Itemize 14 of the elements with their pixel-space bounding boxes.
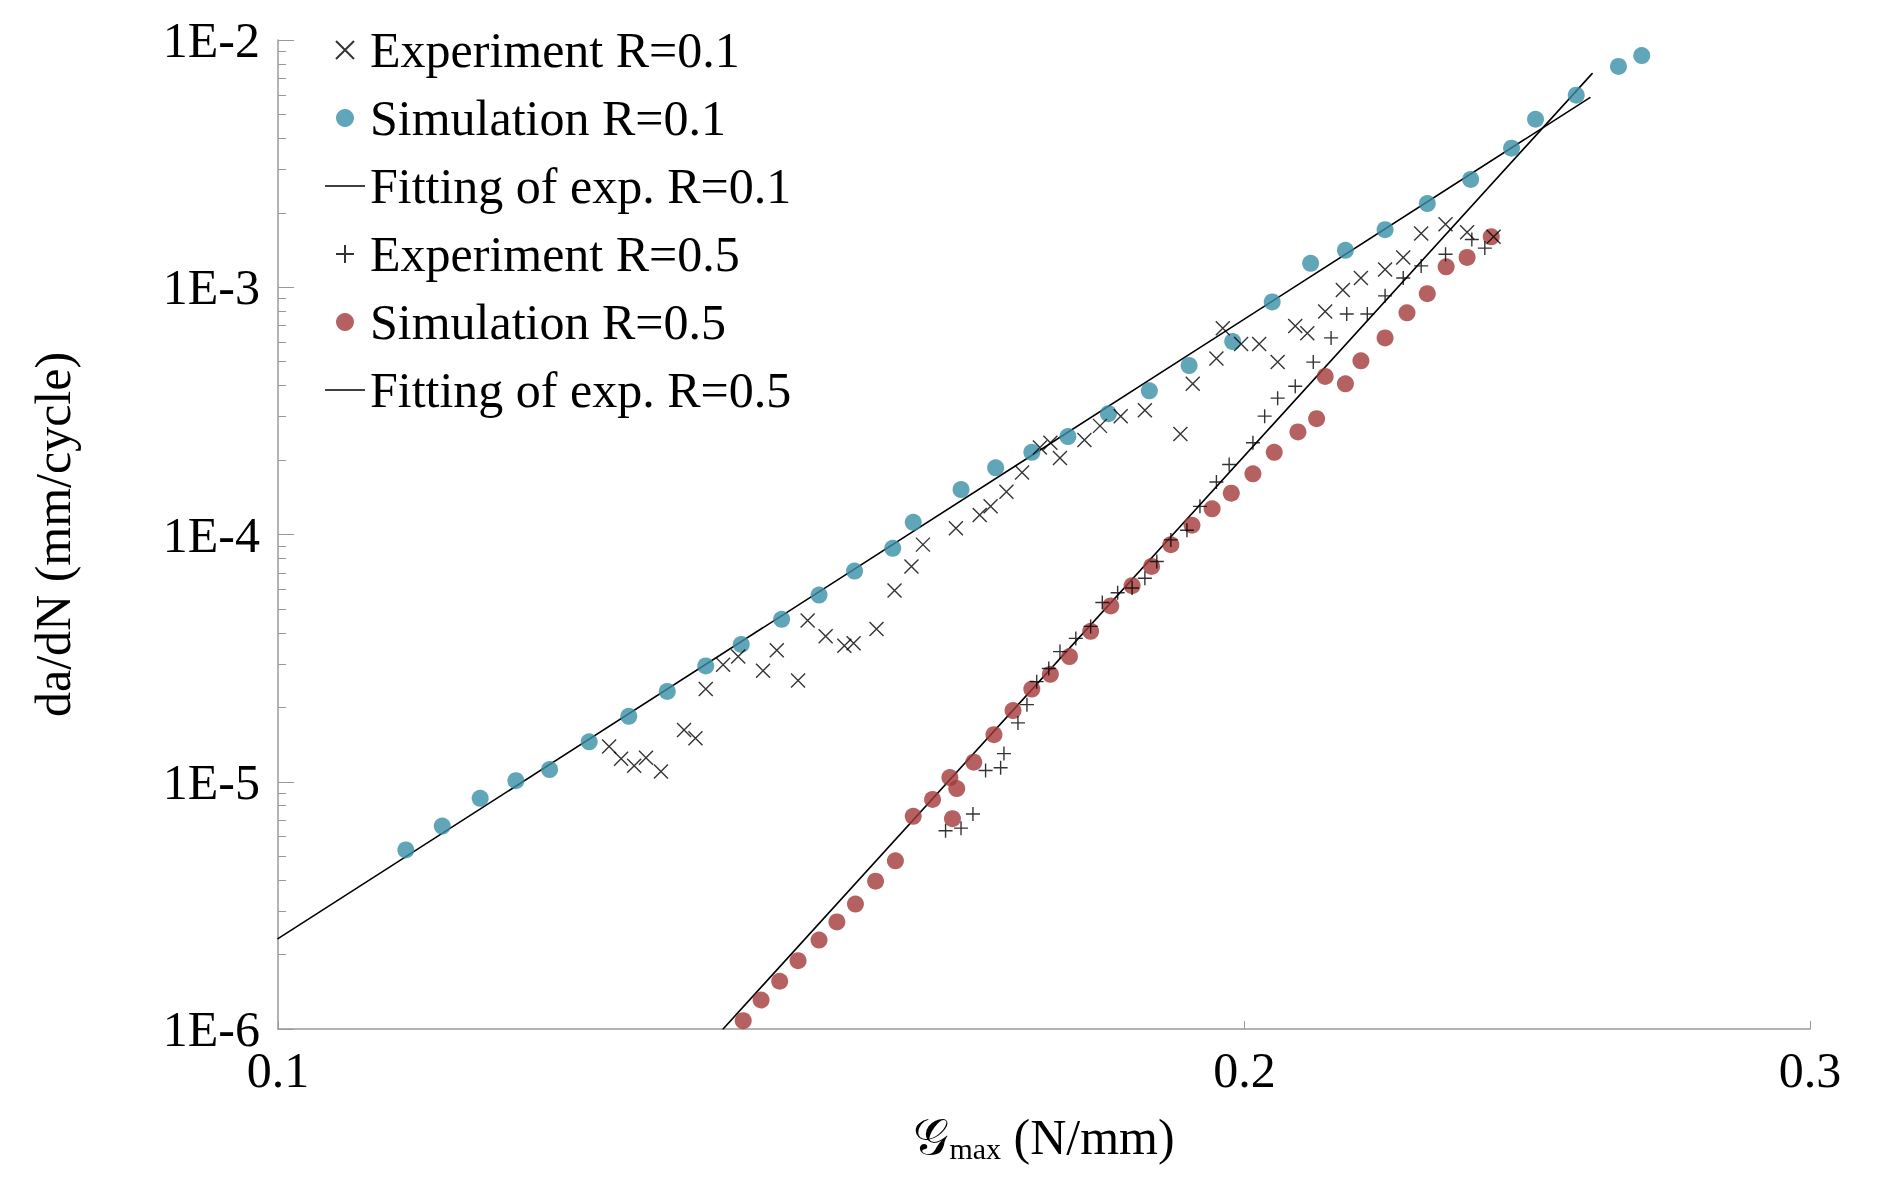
- x-axis-title: 𝒢max (N/mm): [913, 1109, 1175, 1166]
- legend-label: Fitting of exp. R=0.5: [370, 362, 792, 418]
- y-tick-label: 1E-4: [162, 506, 260, 563]
- x-tick-label: 0.3: [1778, 1042, 1842, 1098]
- legend-label: Experiment R=0.1: [370, 22, 740, 78]
- legend-label: Simulation R=0.5: [370, 294, 727, 350]
- x-tick-label: 0.2: [1213, 1042, 1276, 1098]
- legend-label: Experiment R=0.5: [370, 226, 740, 282]
- y-tick-label: 1E-3: [162, 259, 260, 316]
- y-axis-title: da/dN (mm/cycle): [25, 351, 81, 718]
- legend-label: Fitting of exp. R=0.1: [370, 158, 792, 214]
- y-tick-label: 1E-5: [162, 753, 260, 810]
- y-tick-label: 1E-2: [162, 12, 260, 68]
- legend-label: Simulation R=0.1: [370, 90, 727, 146]
